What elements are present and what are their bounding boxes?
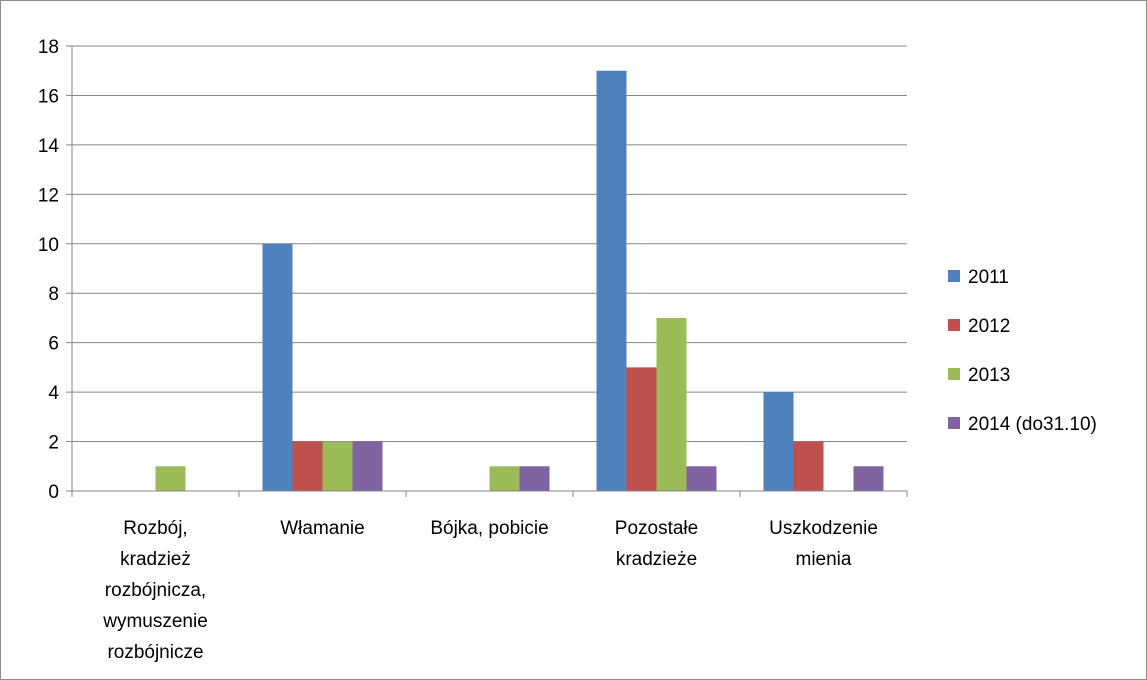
legend-swatch	[948, 368, 960, 380]
y-tick-label: 4	[48, 383, 59, 404]
bar-2014-do31-10-2	[520, 466, 550, 491]
bar-2014-do31-10-3	[687, 466, 717, 491]
y-tick-label: 8	[48, 284, 59, 305]
legend-label: 2013	[968, 365, 1010, 386]
y-tick-label: 16	[38, 86, 59, 107]
y-tick-label: 18	[38, 37, 59, 58]
bar-2013-0	[156, 466, 186, 491]
y-tick-label: 14	[38, 136, 60, 157]
bar-2011-4	[764, 392, 794, 491]
legend-label: 2014 (do31.10)	[968, 414, 1097, 435]
legend-swatch	[948, 319, 960, 331]
bar-2014-do31-10-4	[854, 466, 884, 491]
y-tick-label: 10	[38, 235, 59, 256]
bars	[156, 71, 884, 491]
legend-swatch	[948, 417, 960, 429]
bar-2013-2	[490, 466, 520, 491]
category-label: Uszkodzenie	[769, 518, 878, 539]
legend-swatch	[948, 270, 960, 282]
y-tick-label: 2	[48, 433, 59, 454]
bar-2011-1	[263, 244, 293, 491]
bar-2012-4	[794, 442, 824, 491]
bar-2012-1	[293, 442, 323, 491]
category-label: Bójka, pobicie	[430, 518, 548, 539]
category-label: kradzieże	[616, 549, 697, 570]
category-label: Włamanie	[280, 518, 364, 539]
bar-2014-do31-10-1	[353, 442, 383, 491]
category-label: Rozbój,	[123, 518, 187, 539]
y-tick-label: 6	[48, 334, 59, 355]
legend-label: 2012	[968, 316, 1010, 337]
category-label: Pozostałe	[615, 518, 698, 539]
bar-2012-3	[627, 367, 657, 491]
y-tick-label: 0	[48, 482, 59, 503]
gridlines	[72, 46, 907, 442]
category-label: rozbójnicze	[107, 642, 203, 663]
category-label: mienia	[796, 549, 852, 570]
category-label: kradzież	[120, 549, 191, 570]
bar-2013-3	[657, 318, 687, 491]
legend: 2011 2012 2013 2014 (do31.10)	[948, 267, 1097, 435]
y-tick-labels: 0 2 4 6 8 10 12 14 16 18	[38, 37, 60, 503]
y-tick-label: 12	[38, 185, 59, 206]
category-labels: Rozbój, kradzież rozbójnicza, wymuszenie roz…	[102, 518, 878, 663]
category-label: rozbójnicza,	[105, 580, 206, 601]
category-label: wymuszenie	[102, 611, 208, 632]
bar-2011-3	[597, 71, 627, 491]
legend-label: 2011	[968, 267, 1009, 288]
bar-2013-1	[323, 442, 353, 491]
